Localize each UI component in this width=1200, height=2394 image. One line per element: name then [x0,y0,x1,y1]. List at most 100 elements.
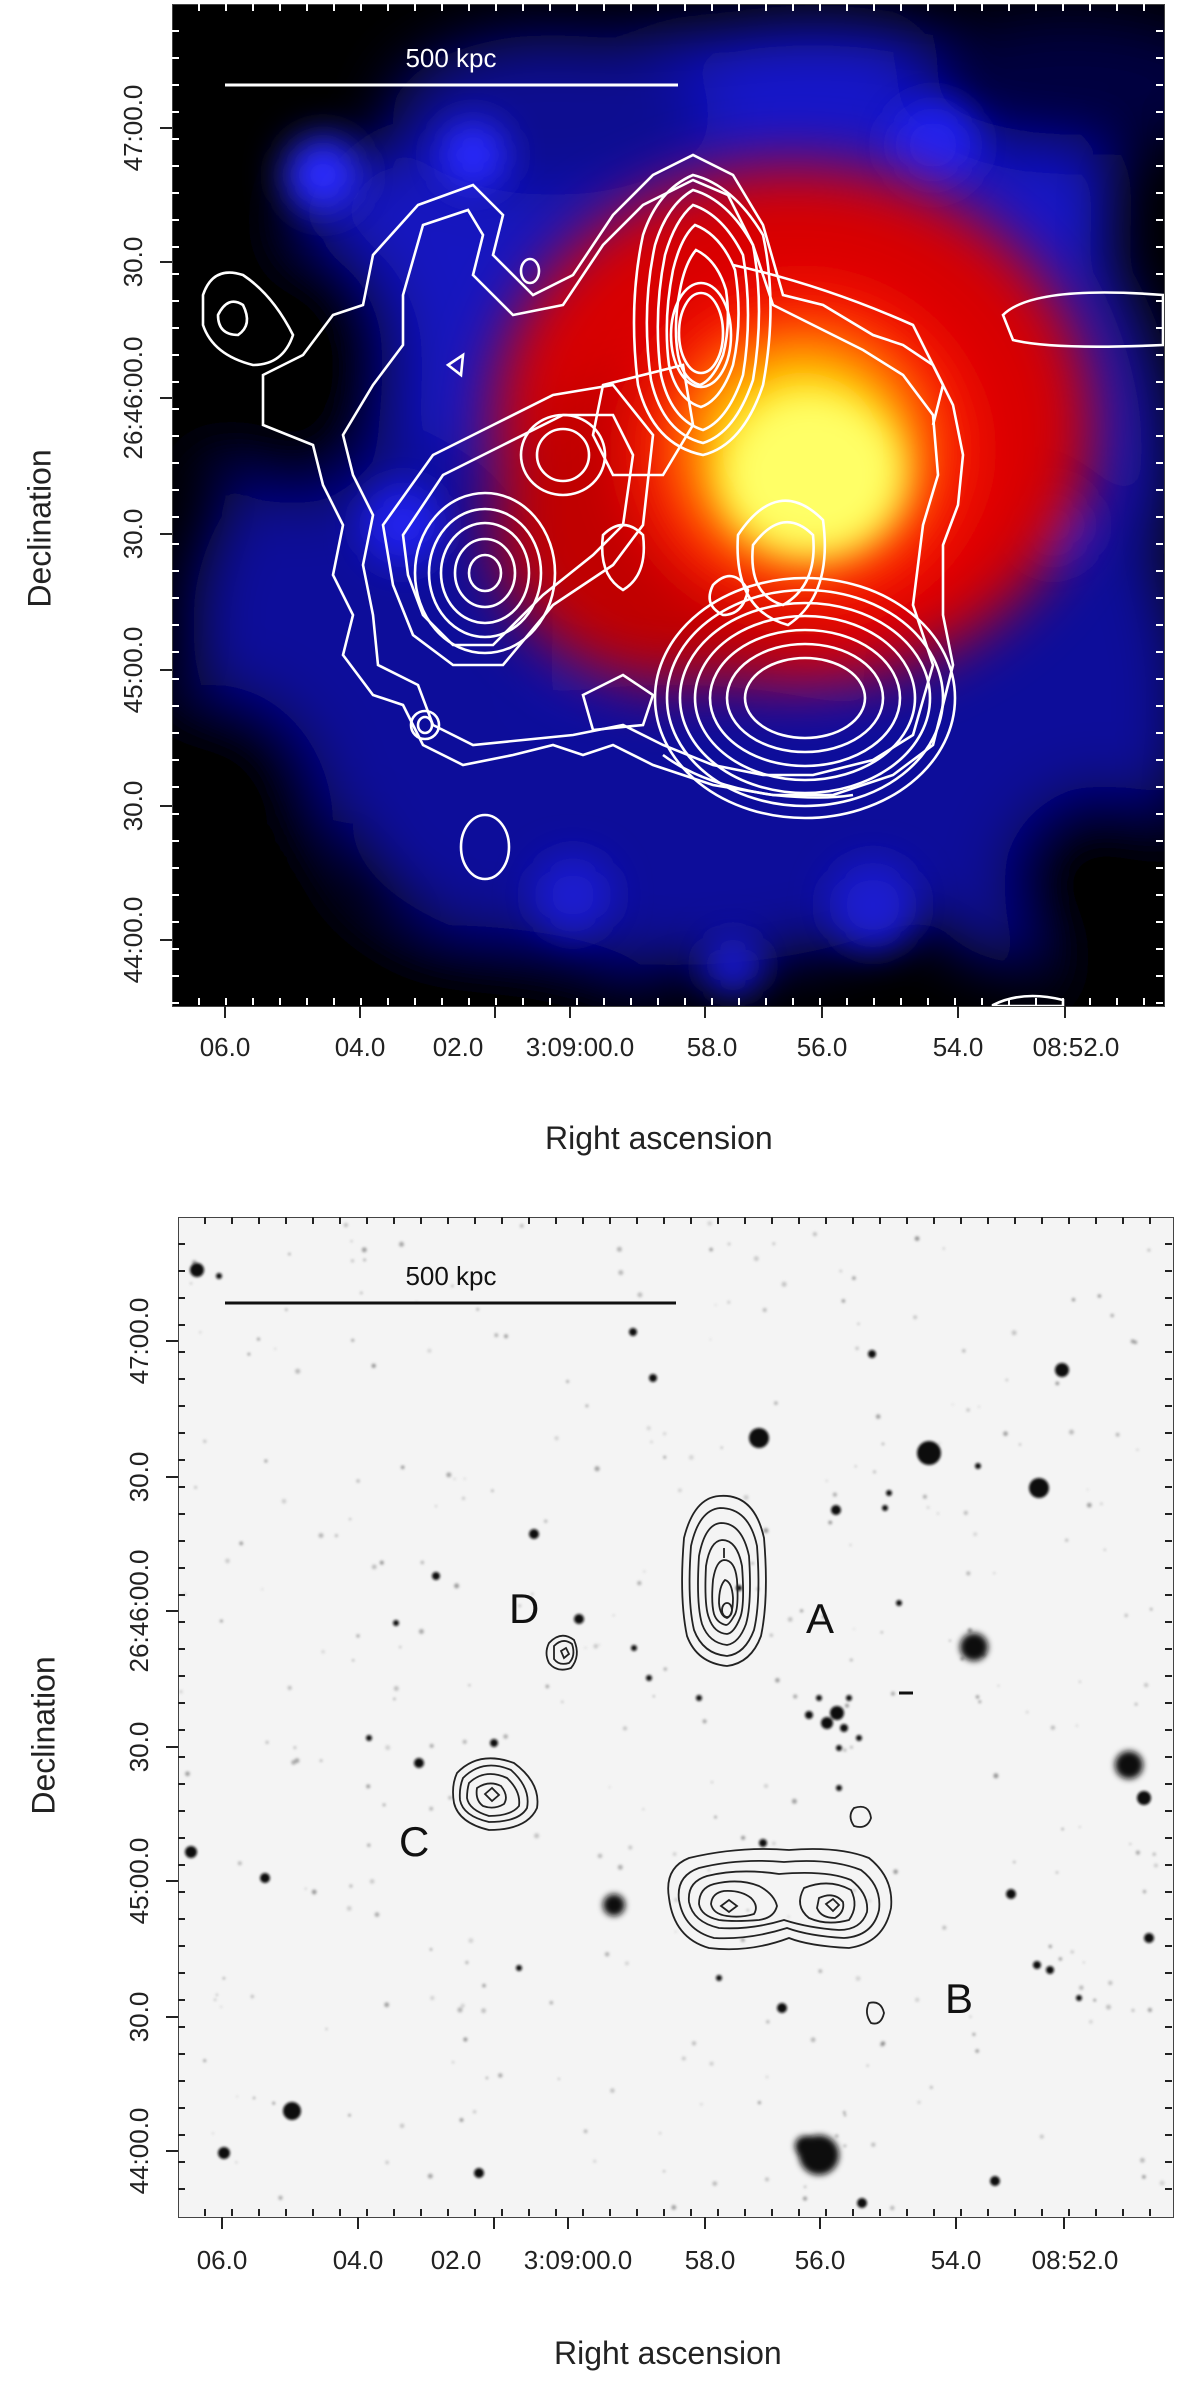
faint-source [764,1784,768,1788]
xray-axes: 47:00.0 30.0 26:46:00.0 30.0 45:00.0 30.… [118,4,1163,1062]
faint-source [650,1440,653,1444]
faint-source [787,1617,793,1622]
faint-source [663,1455,667,1459]
faint-source [1013,1860,1016,1864]
faint-source [593,1643,599,1649]
faint-source [1079,1985,1084,1990]
faint-source [793,1694,798,1699]
faint-source [1097,1294,1102,1298]
scale-bar-label: 500 kpc [405,1261,496,1291]
faint-source [544,1519,548,1523]
x-tick-label: 54.0 [933,1032,984,1062]
faint-source [399,1241,404,1247]
y-tick-label: 26:46:00.0 [124,1550,154,1673]
faint-source [616,1246,622,1252]
faint-source [185,1771,190,1777]
faint-source [951,1403,954,1406]
faint-source [1055,1381,1060,1386]
faint-source [382,1803,386,1807]
optical-image: A B C D 500 kpc [178,1217,1174,2218]
y-axis-label: Declination [21,449,58,608]
faint-source [702,1719,707,1724]
faint-source [430,1995,435,2001]
faint-source [714,1304,717,1306]
faint-source [873,1470,876,1474]
faint-source [922,1494,927,1499]
faint-source [374,1912,380,1917]
faint-source [1153,1863,1158,1868]
faint-source [429,1948,433,1951]
faint-source [839,1269,842,1273]
faint-source [604,1952,610,1957]
faint-source [356,1634,360,1638]
faint-source [746,1909,749,1912]
faint-source [753,1256,759,1262]
faint-source [311,1889,317,1895]
faint-source [926,1506,930,1509]
faint-source [709,2061,714,2066]
faint-source [1143,1682,1149,1688]
faint-source [818,1969,823,1973]
faint-source [278,2195,283,2200]
faint-source [476,1307,480,1311]
faint-source [929,2085,933,2089]
faint-source [1086,1488,1089,1491]
faint-source [504,1334,508,1339]
faint-source [1089,2019,1093,2024]
faint-source [288,1252,291,1256]
faint-source [637,1581,642,1586]
faint-source [468,1938,474,1943]
faint-source [750,1561,755,1565]
faint-source [518,1604,522,1608]
faint-source [272,2101,276,2105]
faint-source [802,2196,808,2201]
faint-source [915,1997,920,2002]
faint-source [1011,1330,1017,1336]
faint-source [1135,1850,1140,1855]
faint-source [890,1691,896,1696]
faint-source [1018,1443,1022,1446]
faint-source [1142,2175,1146,2179]
faint-source [1124,1613,1128,1618]
faint-source [583,2129,588,2134]
y-tick-label: 30.0 [118,237,148,288]
faint-source [880,2041,886,2046]
faint-source [652,1695,655,1698]
faint-source [1048,1944,1052,1949]
faint-source [893,1869,898,1874]
faint-source [356,1479,360,1483]
faint-source [674,1930,677,1933]
faint-source [481,2008,486,2014]
faint-source [1149,1607,1153,1611]
faint-source [219,1619,223,1623]
faint-source [853,1628,855,1630]
source-labels: A B C D [399,1585,973,2022]
faint-source [1131,2008,1135,2012]
faint-source [367,1843,371,1847]
faint-source [460,2003,465,2008]
source-label-a: A [806,1595,834,1642]
scale-bar: 500 kpc [225,1261,676,1305]
faint-source [834,2134,839,2138]
faint-source [418,1629,424,1634]
faint-source [772,1841,776,1846]
faint-source [318,1533,324,1538]
faint-source [972,2032,976,2036]
faint-source [628,1845,633,1850]
faint-source [791,1798,797,1804]
faint-source [462,1739,467,1744]
faint-source [366,1784,371,1789]
faint-source [663,1667,667,1671]
faint-source [714,1815,717,1819]
faint-source [757,2101,762,2105]
faint-source [1079,1826,1081,1828]
faint-source [498,2073,503,2078]
faint-source [764,2177,770,2182]
faint-source [361,1247,367,1253]
faint-source [610,2088,615,2093]
faint-source [821,1614,827,1619]
faint-source [343,1222,349,1228]
faint-source [566,1380,570,1383]
faint-source [199,1331,202,1334]
faint-source [849,1658,853,1662]
